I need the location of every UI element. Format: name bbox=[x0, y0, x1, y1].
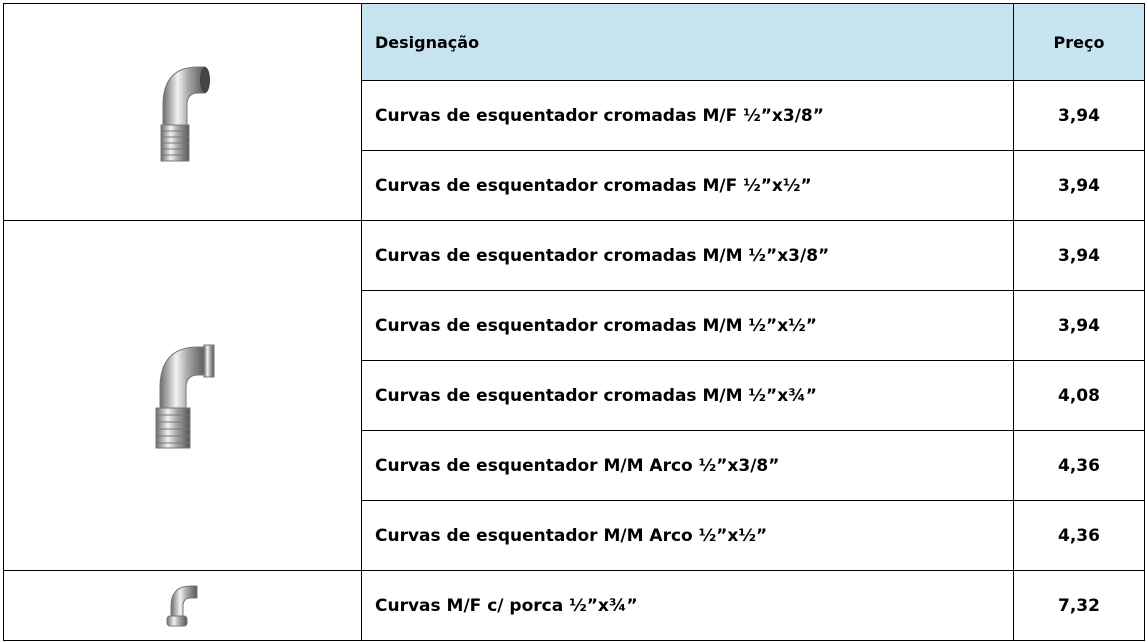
table-row: Curvas de esquentador M/M Arco ½”x3/8” 4… bbox=[4, 430, 1145, 501]
fitting-image bbox=[166, 585, 197, 627]
designation: Curvas de esquentador M/M Arco ½”x3/8” bbox=[361, 430, 1014, 501]
designation: Curvas M/F c/ porca ½”x¾” bbox=[361, 570, 1014, 641]
table-row: Curvas de esquentador cromadas M/M ½”x3/… bbox=[3, 220, 1145, 571]
price: 4,08 bbox=[1013, 360, 1145, 431]
price: 4,36 bbox=[1013, 500, 1145, 571]
fitting-image bbox=[160, 66, 210, 161]
designation: Curvas de esquentador cromadas M/M ½”x3/… bbox=[361, 220, 1014, 291]
price: 3,94 bbox=[1013, 80, 1145, 151]
designation: Curvas de esquentador cromadas M/F ½”x3/… bbox=[361, 80, 1014, 151]
price: 3,94 bbox=[1013, 290, 1145, 361]
table-row: Curvas de esquentador cromadas M/M ½”x½”… bbox=[4, 290, 1145, 361]
price: 3,94 bbox=[1013, 150, 1145, 221]
header-row: Designação Preço bbox=[3, 3, 1145, 221]
table-row: Curvas de esquentador M/M Arco ½”x½” 4,3… bbox=[4, 500, 1145, 571]
table-row: Curvas M/F c/ porca ½”x¾” 7,32 bbox=[3, 570, 1145, 641]
designation: Curvas de esquentador cromadas M/F ½”x½” bbox=[361, 150, 1014, 221]
price: 4,36 bbox=[1013, 430, 1145, 501]
image-cell bbox=[3, 220, 362, 571]
designation: Curvas de esquentador cromadas M/M ½”x¾” bbox=[361, 360, 1014, 431]
price: 3,94 bbox=[1013, 220, 1145, 291]
table-row: Curvas de esquentador cromadas M/F ½”x½”… bbox=[4, 150, 1145, 221]
header-price: Preço bbox=[1013, 3, 1145, 81]
image-cell bbox=[3, 570, 362, 641]
designation: Curvas de esquentador cromadas M/M ½”x½” bbox=[361, 290, 1014, 361]
fitting-image bbox=[155, 344, 214, 449]
price-table: Designação Preço Curvas de esquentador c… bbox=[3, 3, 1145, 641]
table-row: Curvas de esquentador cromadas M/M ½”x¾”… bbox=[4, 360, 1145, 431]
image-cell bbox=[3, 3, 362, 221]
designation: Curvas de esquentador M/M Arco ½”x½” bbox=[361, 500, 1014, 571]
header-designation: Designação bbox=[361, 3, 1014, 81]
price: 7,32 bbox=[1013, 570, 1145, 641]
